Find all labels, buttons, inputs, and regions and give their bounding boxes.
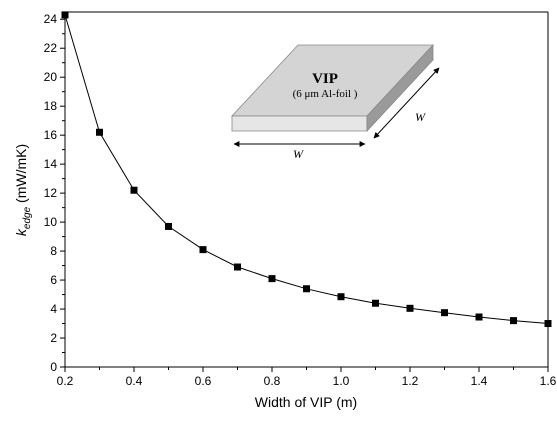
data-point bbox=[268, 275, 276, 283]
data-point bbox=[372, 299, 379, 307]
y-tick-label: 8 bbox=[50, 244, 57, 258]
y-axis-title-main: k bbox=[13, 228, 29, 236]
data-point bbox=[61, 11, 69, 19]
x-tick-label: 0.8 bbox=[264, 374, 281, 388]
data-point bbox=[303, 285, 310, 293]
y-tick-label: 24 bbox=[44, 12, 58, 26]
y-tick-label: 2 bbox=[50, 331, 57, 345]
vip-inset-title: VIP bbox=[312, 71, 338, 87]
y-tick-label: 4 bbox=[50, 302, 57, 316]
data-point bbox=[165, 222, 172, 230]
front-width-label: W bbox=[293, 147, 304, 161]
y-tick-label: 14 bbox=[44, 157, 58, 171]
y-axis-title-unit: (mW/mK) bbox=[13, 144, 29, 207]
x-tick-label: 0.4 bbox=[126, 374, 143, 388]
series-group bbox=[61, 11, 552, 328]
data-point bbox=[199, 246, 207, 254]
data-point bbox=[510, 317, 517, 325]
data-point bbox=[234, 263, 241, 271]
data-point bbox=[406, 304, 414, 312]
data-point bbox=[96, 128, 103, 136]
data-point bbox=[337, 293, 345, 301]
data-point bbox=[475, 313, 483, 321]
x-tick-label: 1.6 bbox=[540, 374, 557, 388]
data-point bbox=[130, 186, 138, 194]
y-tick-label: 16 bbox=[44, 128, 58, 142]
x-axis-title: Width of VIP (m) bbox=[255, 394, 357, 410]
x-tick-label: 1.0 bbox=[333, 374, 350, 388]
side-width-arrow bbox=[373, 67, 440, 139]
x-tick-label: 1.2 bbox=[402, 374, 419, 388]
x-ticks: 0.2 0.4 0.6 0.8 1.0 1.2 1.4 1.6 bbox=[57, 367, 557, 388]
data-point bbox=[544, 320, 552, 328]
vip-inset-subtitle: (6 μm Al-foil ) bbox=[293, 88, 358, 100]
x-tick-label: 1.4 bbox=[471, 374, 488, 388]
y-axis-title-subscript: edge bbox=[22, 206, 33, 229]
y-axis-title: kedge (mW/mK) bbox=[13, 144, 33, 236]
y-tick-label: 12 bbox=[44, 186, 58, 200]
y-tick-label: 0 bbox=[50, 360, 57, 374]
side-width-label: W bbox=[415, 110, 426, 124]
y-tick-label: 10 bbox=[44, 215, 58, 229]
data-point bbox=[441, 309, 448, 317]
x-tick-label: 0.6 bbox=[195, 374, 212, 388]
x-tick-label: 0.2 bbox=[57, 374, 74, 388]
vip-schematic-inset: VIP (6 μm Al-foil ) W W bbox=[231, 43, 440, 161]
vip-front-face bbox=[231, 115, 368, 132]
y-tick-label: 6 bbox=[50, 273, 57, 287]
y-tick-label: 22 bbox=[44, 41, 58, 55]
y-tick-label: 20 bbox=[44, 70, 58, 84]
y-tick-label: 18 bbox=[44, 99, 58, 113]
